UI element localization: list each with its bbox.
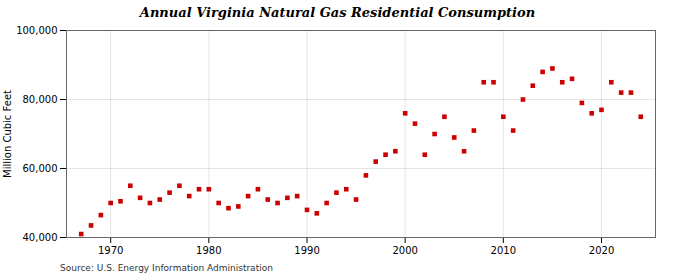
svg-text:100,000: 100,000 xyxy=(16,25,57,36)
svg-text:80,000: 80,000 xyxy=(23,94,58,105)
svg-text:1970: 1970 xyxy=(98,245,123,256)
svg-text:2000: 2000 xyxy=(392,245,417,256)
svg-text:1980: 1980 xyxy=(196,245,221,256)
svg-text:2020: 2020 xyxy=(589,245,614,256)
svg-text:1990: 1990 xyxy=(294,245,319,256)
html-text:Source: U.S. Energy Informatio: Source: U.S. Energy Information Administ… xyxy=(60,263,273,273)
svg-text:2010: 2010 xyxy=(491,245,516,256)
svg-text:60,000: 60,000 xyxy=(23,163,58,174)
html-text:Annual Virginia Natural Gas Re: Annual Virginia Natural Gas Residential … xyxy=(139,5,536,20)
svg-text:Million Cubic Feet: Million Cubic Feet xyxy=(2,90,13,178)
svg-text:40,000: 40,000 xyxy=(23,232,58,243)
